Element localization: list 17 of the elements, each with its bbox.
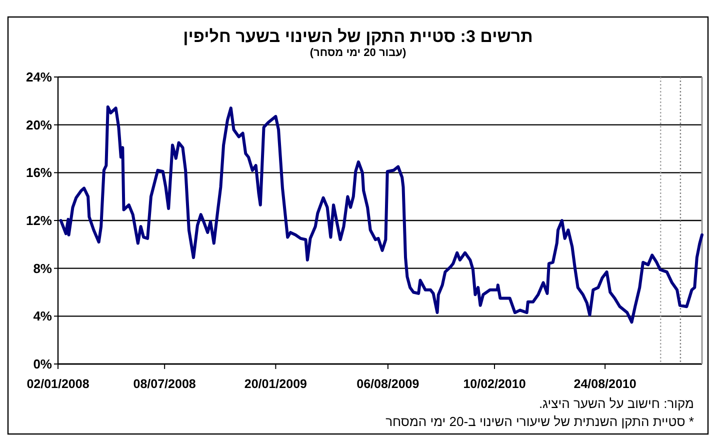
y-tick-label: 8% xyxy=(33,260,52,276)
text: מקור: חישוב על השער היציג. xyxy=(538,396,694,411)
x-tick-label: 02/01/2008 xyxy=(26,377,90,391)
x-tick-label: 20/01/2009 xyxy=(244,377,308,391)
text: * סטיית התקן השנתית של שיעורי השינוי ב-20 ימי המסחר xyxy=(386,414,694,429)
x-tick-label: 06/08/2009 xyxy=(356,377,420,391)
y-tick-label: 0% xyxy=(33,356,52,372)
y-tick-label: 20% xyxy=(26,117,52,132)
y-tick-label: 4% xyxy=(33,308,52,324)
y-tick-label: 24% xyxy=(26,70,52,84)
chart-title: תרשים 3: סטיית התקן של השינוי בשער חליפין xyxy=(182,27,534,47)
x-tick-label: 08/07/2008 xyxy=(133,377,196,391)
y-tick-label: 16% xyxy=(26,165,52,180)
x-tick-label: 24/08/2010 xyxy=(574,377,636,391)
chart-subtitle: (עבור 20 ימי מסחר) xyxy=(308,47,408,59)
y-tick-label: 12% xyxy=(26,213,52,228)
x-tick-label: 10/02/2010 xyxy=(463,377,526,391)
